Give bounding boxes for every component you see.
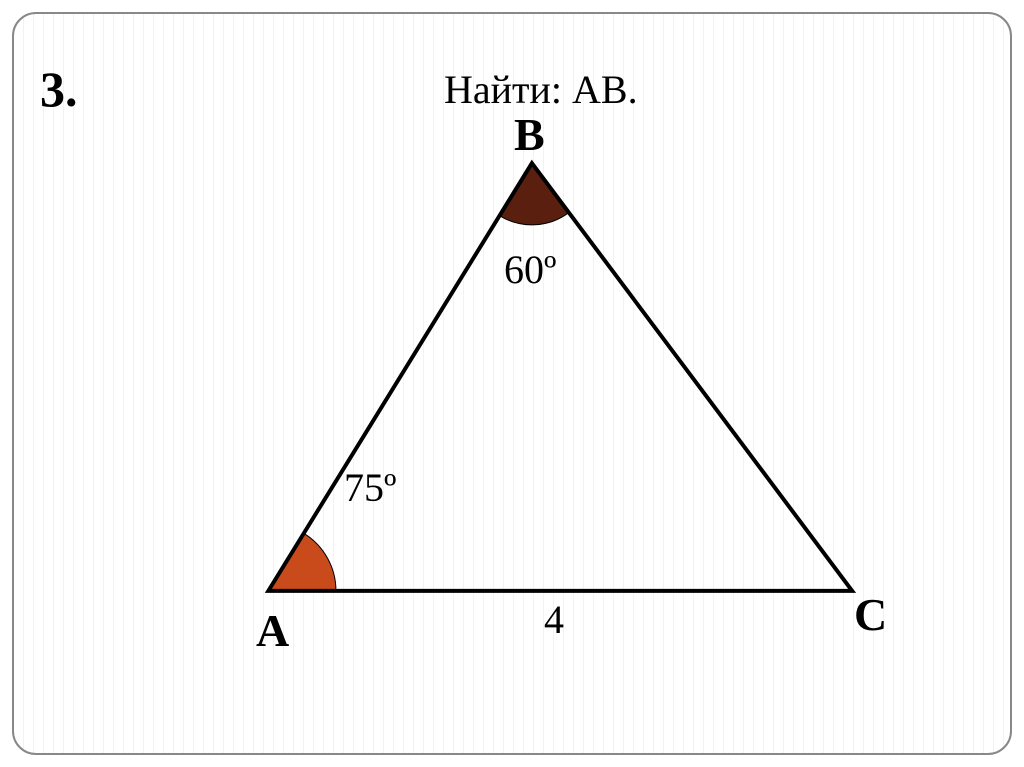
- angle-marker-a: [268, 533, 336, 591]
- triangle-diagram: [14, 14, 1010, 753]
- slide-frame: 3. Найти: АВ. B A C 60º 75º 4: [12, 12, 1012, 755]
- side-label-ac: 4: [544, 596, 564, 643]
- angle-marker-b: [500, 163, 569, 225]
- vertex-label-c: C: [854, 588, 887, 641]
- angle-label-a: 75º: [344, 464, 396, 511]
- vertex-label-b: B: [514, 108, 545, 161]
- angle-label-b: 60º: [504, 246, 556, 293]
- vertex-label-a: A: [256, 604, 289, 657]
- triangle-shape: [268, 163, 852, 591]
